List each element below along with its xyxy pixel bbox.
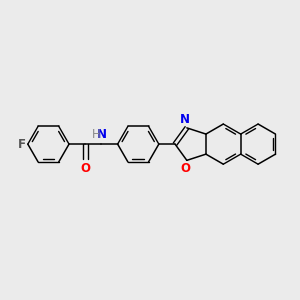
Text: N: N [180,112,190,125]
Text: H: H [92,128,100,141]
Text: F: F [18,138,26,151]
Text: O: O [80,162,90,175]
Text: O: O [180,162,190,175]
Text: N: N [96,128,106,141]
